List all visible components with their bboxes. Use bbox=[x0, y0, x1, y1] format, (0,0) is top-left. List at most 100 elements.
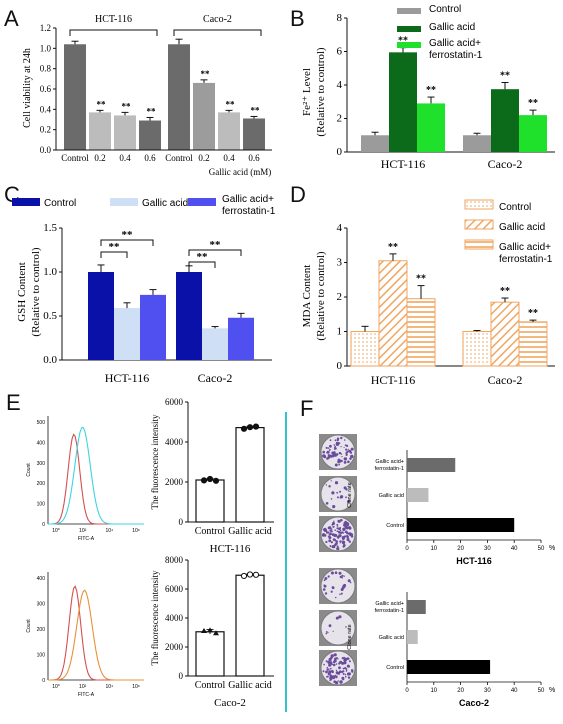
x-tick-label: 0.2 bbox=[94, 153, 105, 163]
legend-label: ferrostatin-1 bbox=[429, 50, 483, 61]
y-tick-label: Gallic acid bbox=[379, 635, 404, 641]
hist-x-tick-label: 10⁴ bbox=[105, 528, 113, 534]
x-tick-label: 20 bbox=[457, 546, 464, 552]
colony bbox=[347, 676, 351, 679]
significance-label: ** bbox=[226, 99, 236, 109]
legend-swatch bbox=[464, 219, 494, 230]
legend-label: Control bbox=[499, 202, 531, 213]
bar-chart-caco2: 0 2000 4000 6000 8000 Control Gallic acid The f… bbox=[150, 555, 274, 709]
y-tick-label: 6000 bbox=[165, 584, 184, 594]
significance-bracket bbox=[188, 261, 216, 268]
colony bbox=[334, 463, 338, 467]
colony bbox=[335, 441, 339, 445]
colony bbox=[335, 669, 338, 672]
bar-Gallic acid bbox=[235, 574, 265, 677]
panel-label-f: F bbox=[300, 396, 314, 421]
colony bbox=[331, 675, 333, 678]
y-tick-label: 0 bbox=[337, 360, 343, 372]
colony bbox=[340, 519, 343, 522]
colony bbox=[339, 534, 342, 537]
colony bbox=[347, 672, 351, 676]
bar-Gallic acid+ ferrostatin-1-Caco-2 bbox=[228, 317, 254, 360]
colony bbox=[337, 658, 339, 660]
colony bbox=[349, 458, 352, 460]
plate-hct116-gallic bbox=[319, 476, 357, 512]
bar-Gallic acid+ ferrostatin-1-Caco-2 bbox=[518, 321, 548, 367]
colony bbox=[341, 670, 344, 673]
y-tick-label: 1.2 bbox=[40, 23, 51, 33]
panel-divider bbox=[285, 412, 287, 712]
y-tick-label: 0.2 bbox=[40, 125, 51, 135]
y-tick-label: 2 bbox=[337, 113, 343, 125]
colony bbox=[335, 681, 339, 685]
hist-x-tick-label: 10² bbox=[79, 528, 87, 534]
colony bbox=[329, 540, 331, 543]
colony bbox=[328, 485, 331, 488]
colony bbox=[322, 670, 325, 673]
chart-subtitle: Caco-2 bbox=[214, 697, 246, 709]
colony bbox=[346, 522, 349, 525]
chart-subtitle: HCT-116 bbox=[210, 543, 251, 555]
chart-c: 0.0 0.5 1.0 1.5 GSH Content (Relative to cont… bbox=[12, 194, 276, 385]
colony bbox=[329, 449, 331, 452]
bar-Caco-2-0.4 bbox=[218, 112, 240, 150]
colony bbox=[336, 547, 340, 551]
colony bbox=[339, 670, 342, 673]
colony bbox=[348, 526, 352, 529]
x-tick-label: Control bbox=[165, 153, 193, 163]
colony bbox=[329, 667, 332, 670]
colony bbox=[328, 533, 332, 536]
bar-Gallic acid-Caco-2 bbox=[490, 301, 520, 367]
x-tick-label: Gallic acid bbox=[228, 680, 272, 691]
hist-y-tick-label: 100 bbox=[37, 653, 46, 659]
y-tick-label: 0.6 bbox=[40, 84, 52, 94]
colony bbox=[331, 523, 334, 526]
y-tick-label: 0 bbox=[337, 146, 343, 158]
hist-x-tick-label: 10⁰ bbox=[52, 528, 60, 534]
bar-chart-f-hct116: 0 10 20 30 40 50 % Gallic acid+ferrostatin-1 Gal… bbox=[347, 450, 555, 566]
y-tick-label: 8 bbox=[337, 12, 343, 24]
colony bbox=[325, 446, 328, 449]
colony bbox=[323, 528, 326, 530]
bar-Control bbox=[407, 660, 491, 674]
colony bbox=[335, 453, 339, 456]
colony bbox=[337, 519, 341, 523]
colony bbox=[332, 525, 335, 528]
colony bbox=[340, 592, 343, 595]
x-tick-label: 40 bbox=[511, 546, 518, 552]
bar-Gallic acid+ ferrostatin-1-HCT-116 bbox=[417, 103, 445, 152]
legend-swatch bbox=[397, 42, 421, 48]
group-label: HCT-116 bbox=[95, 14, 132, 25]
colony bbox=[330, 590, 333, 593]
colony bbox=[349, 450, 351, 453]
y-tick-label: Gallic acid bbox=[379, 493, 404, 499]
colony bbox=[350, 454, 354, 459]
colony bbox=[342, 544, 346, 547]
colony bbox=[347, 499, 351, 503]
colony bbox=[344, 457, 348, 460]
y-axis-label-line1: GSH Content bbox=[16, 262, 28, 322]
y-tick-label: 0.0 bbox=[43, 354, 57, 366]
y-axis-label: The fluorescence intensity bbox=[150, 570, 160, 665]
colony bbox=[342, 527, 346, 531]
colony bbox=[351, 669, 354, 672]
bar-HCT-116-Control bbox=[64, 44, 86, 151]
panel-label-e: E bbox=[6, 390, 21, 415]
hist-x-label: FITC-A bbox=[78, 536, 95, 542]
plate-caco2-gallic-ferrostatin bbox=[319, 568, 357, 604]
colony bbox=[331, 454, 335, 458]
bar-Gallic acid+ ferrostatin-1 bbox=[407, 600, 426, 614]
colony bbox=[331, 671, 334, 674]
y-tick-label: 1 bbox=[337, 326, 343, 338]
colony bbox=[348, 540, 351, 543]
colony bbox=[340, 436, 343, 440]
colony bbox=[333, 538, 336, 542]
x-tick-label: 30 bbox=[484, 546, 491, 552]
legend-swatch bbox=[397, 8, 421, 14]
colony bbox=[343, 656, 345, 658]
colony bbox=[345, 496, 347, 499]
colony bbox=[343, 439, 346, 441]
control-histogram-curve bbox=[48, 433, 144, 525]
bar-Caco-2-0.2 bbox=[193, 82, 215, 150]
panel-e: 0 100 200 300 400 500 10⁰ 10² 10⁴ 10⁶ Count FITC-A 0… bbox=[0, 392, 285, 724]
